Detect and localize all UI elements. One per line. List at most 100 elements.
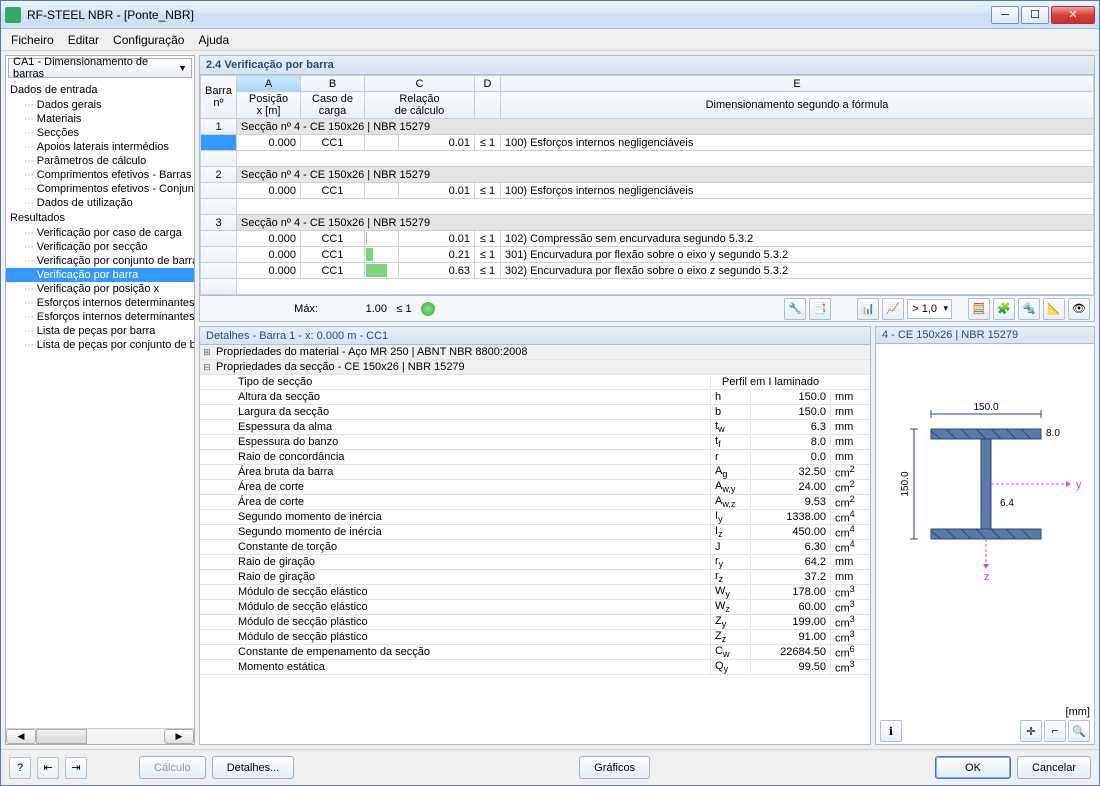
help-button[interactable]: ? — [9, 757, 31, 779]
sidebar-hscroll[interactable]: ◀ ▶ — [6, 728, 194, 744]
pane-header: 2.4 Verificação por barra — [199, 55, 1095, 75]
detail-row: Momento estáticaQy99.50cm3 — [200, 660, 870, 675]
filter-button-1[interactable]: 🔧 — [784, 298, 806, 320]
app-icon — [5, 7, 21, 23]
case-combo-label: CA1 - Dimensionamento de barras — [13, 56, 178, 80]
info-button[interactable]: ℹ — [880, 720, 902, 742]
tree-item[interactable]: Comprimentos efetivos - Conjuntos — [6, 182, 194, 196]
tree-item[interactable]: Lista de peças por barra — [6, 324, 194, 338]
details-body[interactable]: ⊞Propriedades do material - Aço MR 250 |… — [200, 345, 870, 744]
svg-text:8.0: 8.0 — [1046, 428, 1060, 439]
menu-file[interactable]: Ficheiro — [11, 33, 54, 47]
zoom-button[interactable]: 🔍 — [1068, 720, 1090, 742]
scroll-left-button[interactable]: ◀ — [6, 729, 36, 744]
maximize-button[interactable]: ☐ — [1021, 6, 1049, 24]
tree-item[interactable]: Comprimentos efetivos - Barras — [6, 168, 194, 182]
svg-text:150.0: 150.0 — [973, 402, 998, 413]
tree-item[interactable]: Parâmetros de cálculo — [6, 154, 194, 168]
menu-config[interactable]: Configuração — [113, 33, 184, 47]
chevron-down-icon: ▼ — [178, 63, 187, 73]
tree-group: Resultados — [6, 210, 194, 226]
svg-text:6.4: 6.4 — [1000, 498, 1014, 509]
tool-button-2[interactable]: 🧩 — [993, 298, 1015, 320]
results-grid[interactable]: Barranº ABCDE Posiçãox [m]Caso decargaRe… — [199, 75, 1095, 296]
tree-item[interactable]: Esforços internos determinantes — [6, 310, 194, 324]
section-unit: [mm] — [1066, 706, 1090, 718]
scroll-thumb[interactable] — [36, 729, 87, 744]
tree-item[interactable]: Materiais — [6, 112, 194, 126]
detail-row: Módulo de secção plásticoZz91.00cm3 — [200, 630, 870, 645]
max-check: ≤ 1 — [390, 303, 418, 315]
max-label: Máx: — [204, 303, 324, 315]
details-button[interactable]: Detalhes... — [212, 756, 295, 779]
titlebar: RF-STEEL NBR - [Ponte_NBR] ─ ☐ ✕ — [1, 1, 1099, 29]
details-group[interactable]: ⊟Propriedades da secção - CE 150x26 | NB… — [200, 360, 870, 375]
menu-help[interactable]: Ajuda — [198, 33, 229, 47]
sidebar: CA1 - Dimensionamento de barras ▼ Dados … — [5, 55, 195, 745]
tree-item[interactable]: Verificação por secção — [6, 240, 194, 254]
detail-row: Tipo de secçãoPerfil em I laminado — [200, 375, 870, 390]
tree-group: Dados de entrada — [6, 82, 194, 98]
sort-button-2[interactable]: 📈 — [882, 298, 904, 320]
app-window: RF-STEEL NBR - [Ponte_NBR] ─ ☐ ✕ Ficheir… — [0, 0, 1100, 786]
detail-row: Altura da secçãoh150.0mm — [200, 390, 870, 405]
scroll-right-button[interactable]: ▶ — [164, 729, 194, 744]
detail-row: Constante de torçãoJ6.30cm4 — [200, 540, 870, 555]
svg-text:y: y — [1076, 479, 1082, 491]
filter-button-2[interactable]: 📑 — [809, 298, 831, 320]
detail-row: Raio de giraçãorz37.2mm — [200, 570, 870, 585]
cancel-button[interactable]: Cancelar — [1017, 756, 1091, 779]
section-view: 4 - CE 150x26 | NBR 15279 — [875, 326, 1095, 745]
details-group[interactable]: ⊞Propriedades do material - Aço MR 250 |… — [200, 345, 870, 360]
status-ok-icon — [421, 302, 435, 316]
detail-row: Largura da secçãob150.0mm — [200, 405, 870, 420]
tree-item[interactable]: Esforços internos determinantes — [6, 296, 194, 310]
nav-tree[interactable]: Dados de entradaDados geraisMateriaisSec… — [6, 80, 194, 728]
case-combo[interactable]: CA1 - Dimensionamento de barras ▼ — [8, 58, 192, 78]
detail-row: Raio de concordânciar0.0mm — [200, 450, 870, 465]
tree-item[interactable]: Lista de peças por conjunto de barras — [6, 338, 194, 352]
ok-button[interactable]: OK — [935, 756, 1011, 779]
detail-row: Área de corteAw,z9.53cm2 — [200, 495, 870, 510]
details-panel: Detalhes - Barra 1 - x: 0.000 m - CC1 ⊞P… — [199, 326, 871, 745]
detail-row: Espessura da almatw6.3mm — [200, 420, 870, 435]
axes-button-1[interactable]: ✛ — [1020, 720, 1042, 742]
svg-text:z: z — [984, 571, 990, 583]
sort-button-1[interactable]: 📊 — [857, 298, 879, 320]
tree-item[interactable]: Dados de utilização — [6, 196, 194, 210]
tree-item[interactable]: Verificação por posição x — [6, 282, 194, 296]
tree-item[interactable]: Verificação por barra — [6, 268, 194, 282]
tree-item[interactable]: Verificação por caso de carga — [6, 226, 194, 240]
detail-row: Módulo de secção elásticoWy178.00cm3 — [200, 585, 870, 600]
grid-toolbar: Máx: 1.00 ≤ 1 🔧 📑 📊 📈 > 1,0 🧮 🧩 🔩 📐 👁 — [199, 296, 1095, 322]
tool-button-4[interactable]: 📐 — [1043, 298, 1065, 320]
detail-row: Segundo momento de inérciaIy1338.00cm4 — [200, 510, 870, 525]
detail-row: Constante de empenamento da secçãoCw2268… — [200, 645, 870, 660]
menubar: Ficheiro Editar Configuração Ajuda — [1, 29, 1099, 51]
prev-button[interactable]: ⇤ — [37, 757, 59, 779]
tool-button-1[interactable]: 🧮 — [968, 298, 990, 320]
close-button[interactable]: ✕ — [1051, 6, 1095, 24]
section-title: 4 - CE 150x26 | NBR 15279 — [875, 326, 1095, 344]
tree-item[interactable]: Dados gerais — [6, 98, 194, 112]
minimize-button[interactable]: ─ — [991, 6, 1019, 24]
detail-row: Segundo momento de inérciaIz450.00cm4 — [200, 525, 870, 540]
tree-item[interactable]: Apoios laterais intermédios — [6, 140, 194, 154]
view-button[interactable]: 👁 — [1068, 298, 1090, 320]
menu-edit[interactable]: Editar — [68, 33, 99, 47]
tool-button-3[interactable]: 🔩 — [1018, 298, 1040, 320]
next-button[interactable]: ⇥ — [65, 757, 87, 779]
svg-text:150.0: 150.0 — [900, 471, 911, 496]
calc-button[interactable]: Cálculo — [139, 756, 206, 779]
scroll-track[interactable] — [36, 729, 164, 744]
tree-item[interactable]: Secções — [6, 126, 194, 140]
tree-item[interactable]: Verificação por conjunto de barras — [6, 254, 194, 268]
footer: ? ⇤ ⇥ Cálculo Detalhes... Gráficos OK Ca… — [1, 749, 1099, 785]
detail-row: Módulo de secção plásticoZy199.00cm3 — [200, 615, 870, 630]
axes-button-2[interactable]: ⌐ — [1044, 720, 1066, 742]
detail-row: Espessura do banzotf8.0mm — [200, 435, 870, 450]
max-value: 1.00 — [327, 303, 387, 315]
ratio-filter-combo[interactable]: > 1,0 — [907, 299, 952, 319]
graphics-button[interactable]: Gráficos — [579, 756, 650, 779]
detail-row: Raio de giraçãory64.2mm — [200, 555, 870, 570]
